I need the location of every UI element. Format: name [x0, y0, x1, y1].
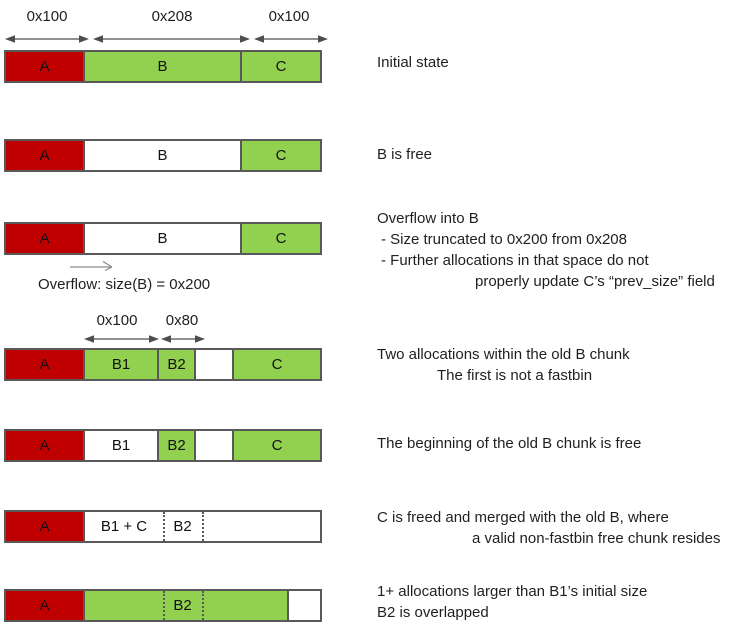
- caption-line: - Size truncated to 0x200 from 0x208: [381, 231, 627, 248]
- dotted-boundary-left: [163, 512, 165, 541]
- memory-bar-initial: A B C: [4, 50, 322, 83]
- chunk-a: A: [6, 512, 85, 541]
- dotted-boundary-right: [202, 512, 204, 541]
- chunk-a: A: [6, 591, 85, 620]
- chunk-a: A: [6, 431, 85, 460]
- memory-bar-overflow: A B C: [4, 222, 322, 255]
- caption-merged: C is freed and merged with the old B, wh…: [377, 507, 720, 549]
- overflow-note: Overflow: size(B) = 0x200: [38, 276, 211, 293]
- dim-arrow-a-icon: [5, 35, 89, 43]
- dotted-boundary-right: [202, 591, 204, 620]
- caption-line: Overflow into B: [377, 210, 479, 227]
- dim-label-0x100-a: 0x100: [26, 8, 68, 25]
- memory-bar-merged: A B1 + C B2: [4, 510, 322, 543]
- caption-overflow: Overflow into B - Size truncated to 0x20…: [377, 208, 715, 292]
- chunk-gap: [196, 350, 234, 379]
- overflow-arrow-icon: [70, 260, 113, 272]
- caption-line: B is free: [377, 146, 433, 163]
- dim-arrow-b-icon: [93, 35, 250, 43]
- memory-bar-b1-free: A B1 B2 C: [4, 429, 322, 462]
- chunk-c: C: [234, 431, 320, 460]
- dim-arrow-b2-icon: [161, 335, 205, 343]
- caption-line: - Further allocations in that space do n…: [381, 252, 649, 269]
- caption-initial-state: Initial state: [377, 52, 449, 73]
- caption-b-is-free: B is free: [377, 144, 432, 165]
- chunk-b: B: [85, 52, 242, 81]
- dim-label-0x208-b: 0x208: [151, 8, 193, 25]
- chunk-b-free: B: [85, 224, 242, 253]
- caption-b1-free: The beginning of the old B chunk is free: [377, 433, 641, 454]
- caption-line: C is freed and merged with the old B, wh…: [377, 509, 669, 526]
- caption-two-allocations: Two allocations within the old B chunk T…: [377, 344, 630, 386]
- caption-line: Two allocations within the old B chunk: [377, 346, 630, 363]
- chunk-b-free: B: [85, 141, 242, 170]
- chunk-merged-label: B1 + C: [100, 518, 148, 535]
- memory-bar-overlapped: A B2: [4, 589, 322, 622]
- chunk-a: A: [6, 141, 85, 170]
- caption-line: The beginning of the old B chunk is free: [377, 435, 642, 452]
- chunk-a: A: [6, 52, 85, 81]
- caption-line: a valid non-fastbin free chunk resides: [472, 530, 721, 547]
- caption-overlapped: 1+ allocations larger than B1’s initial …: [377, 581, 647, 623]
- chunk-c: C: [242, 224, 320, 253]
- memory-bar-b-free: A B C: [4, 139, 322, 172]
- caption-line: The first is not a fastbin: [437, 367, 593, 384]
- caption-line: 1+ allocations larger than B1’s initial …: [377, 583, 648, 600]
- dim-label-0x100-c: 0x100: [268, 8, 310, 25]
- chunk-b2: B2: [159, 350, 196, 379]
- dim-arrow-c-icon: [254, 35, 328, 43]
- dim-label-0x80-b2: 0x80: [165, 312, 199, 329]
- chunk-a: A: [6, 350, 85, 379]
- chunk-c: C: [234, 350, 320, 379]
- dim-arrow-b1-icon: [84, 335, 159, 343]
- memory-bar-two-allocations: A B1 B2 C: [4, 348, 322, 381]
- chunk-b2-label: B2: [173, 597, 192, 614]
- chunk-gap: [196, 431, 234, 460]
- caption-line: Initial state: [377, 54, 449, 71]
- chunk-b1-free: B1: [85, 431, 159, 460]
- chunk-b2: B2: [159, 431, 196, 460]
- dim-label-0x100-b1: 0x100: [96, 312, 138, 329]
- dotted-boundary-left: [163, 591, 165, 620]
- chunk-remainder: [289, 591, 320, 620]
- chunk-b1: B1: [85, 350, 159, 379]
- chunk-merged-free: B1 + C B2: [85, 512, 320, 541]
- caption-line: properly update C’s “prev_size” field: [475, 273, 715, 290]
- chunk-new-allocation: B2: [85, 591, 289, 620]
- chunk-a: A: [6, 224, 85, 253]
- chunk-c: C: [242, 52, 320, 81]
- caption-line: B2 is overlapped: [377, 604, 489, 621]
- chunk-b2-label: B2: [173, 518, 192, 535]
- chunk-c: C: [242, 141, 320, 170]
